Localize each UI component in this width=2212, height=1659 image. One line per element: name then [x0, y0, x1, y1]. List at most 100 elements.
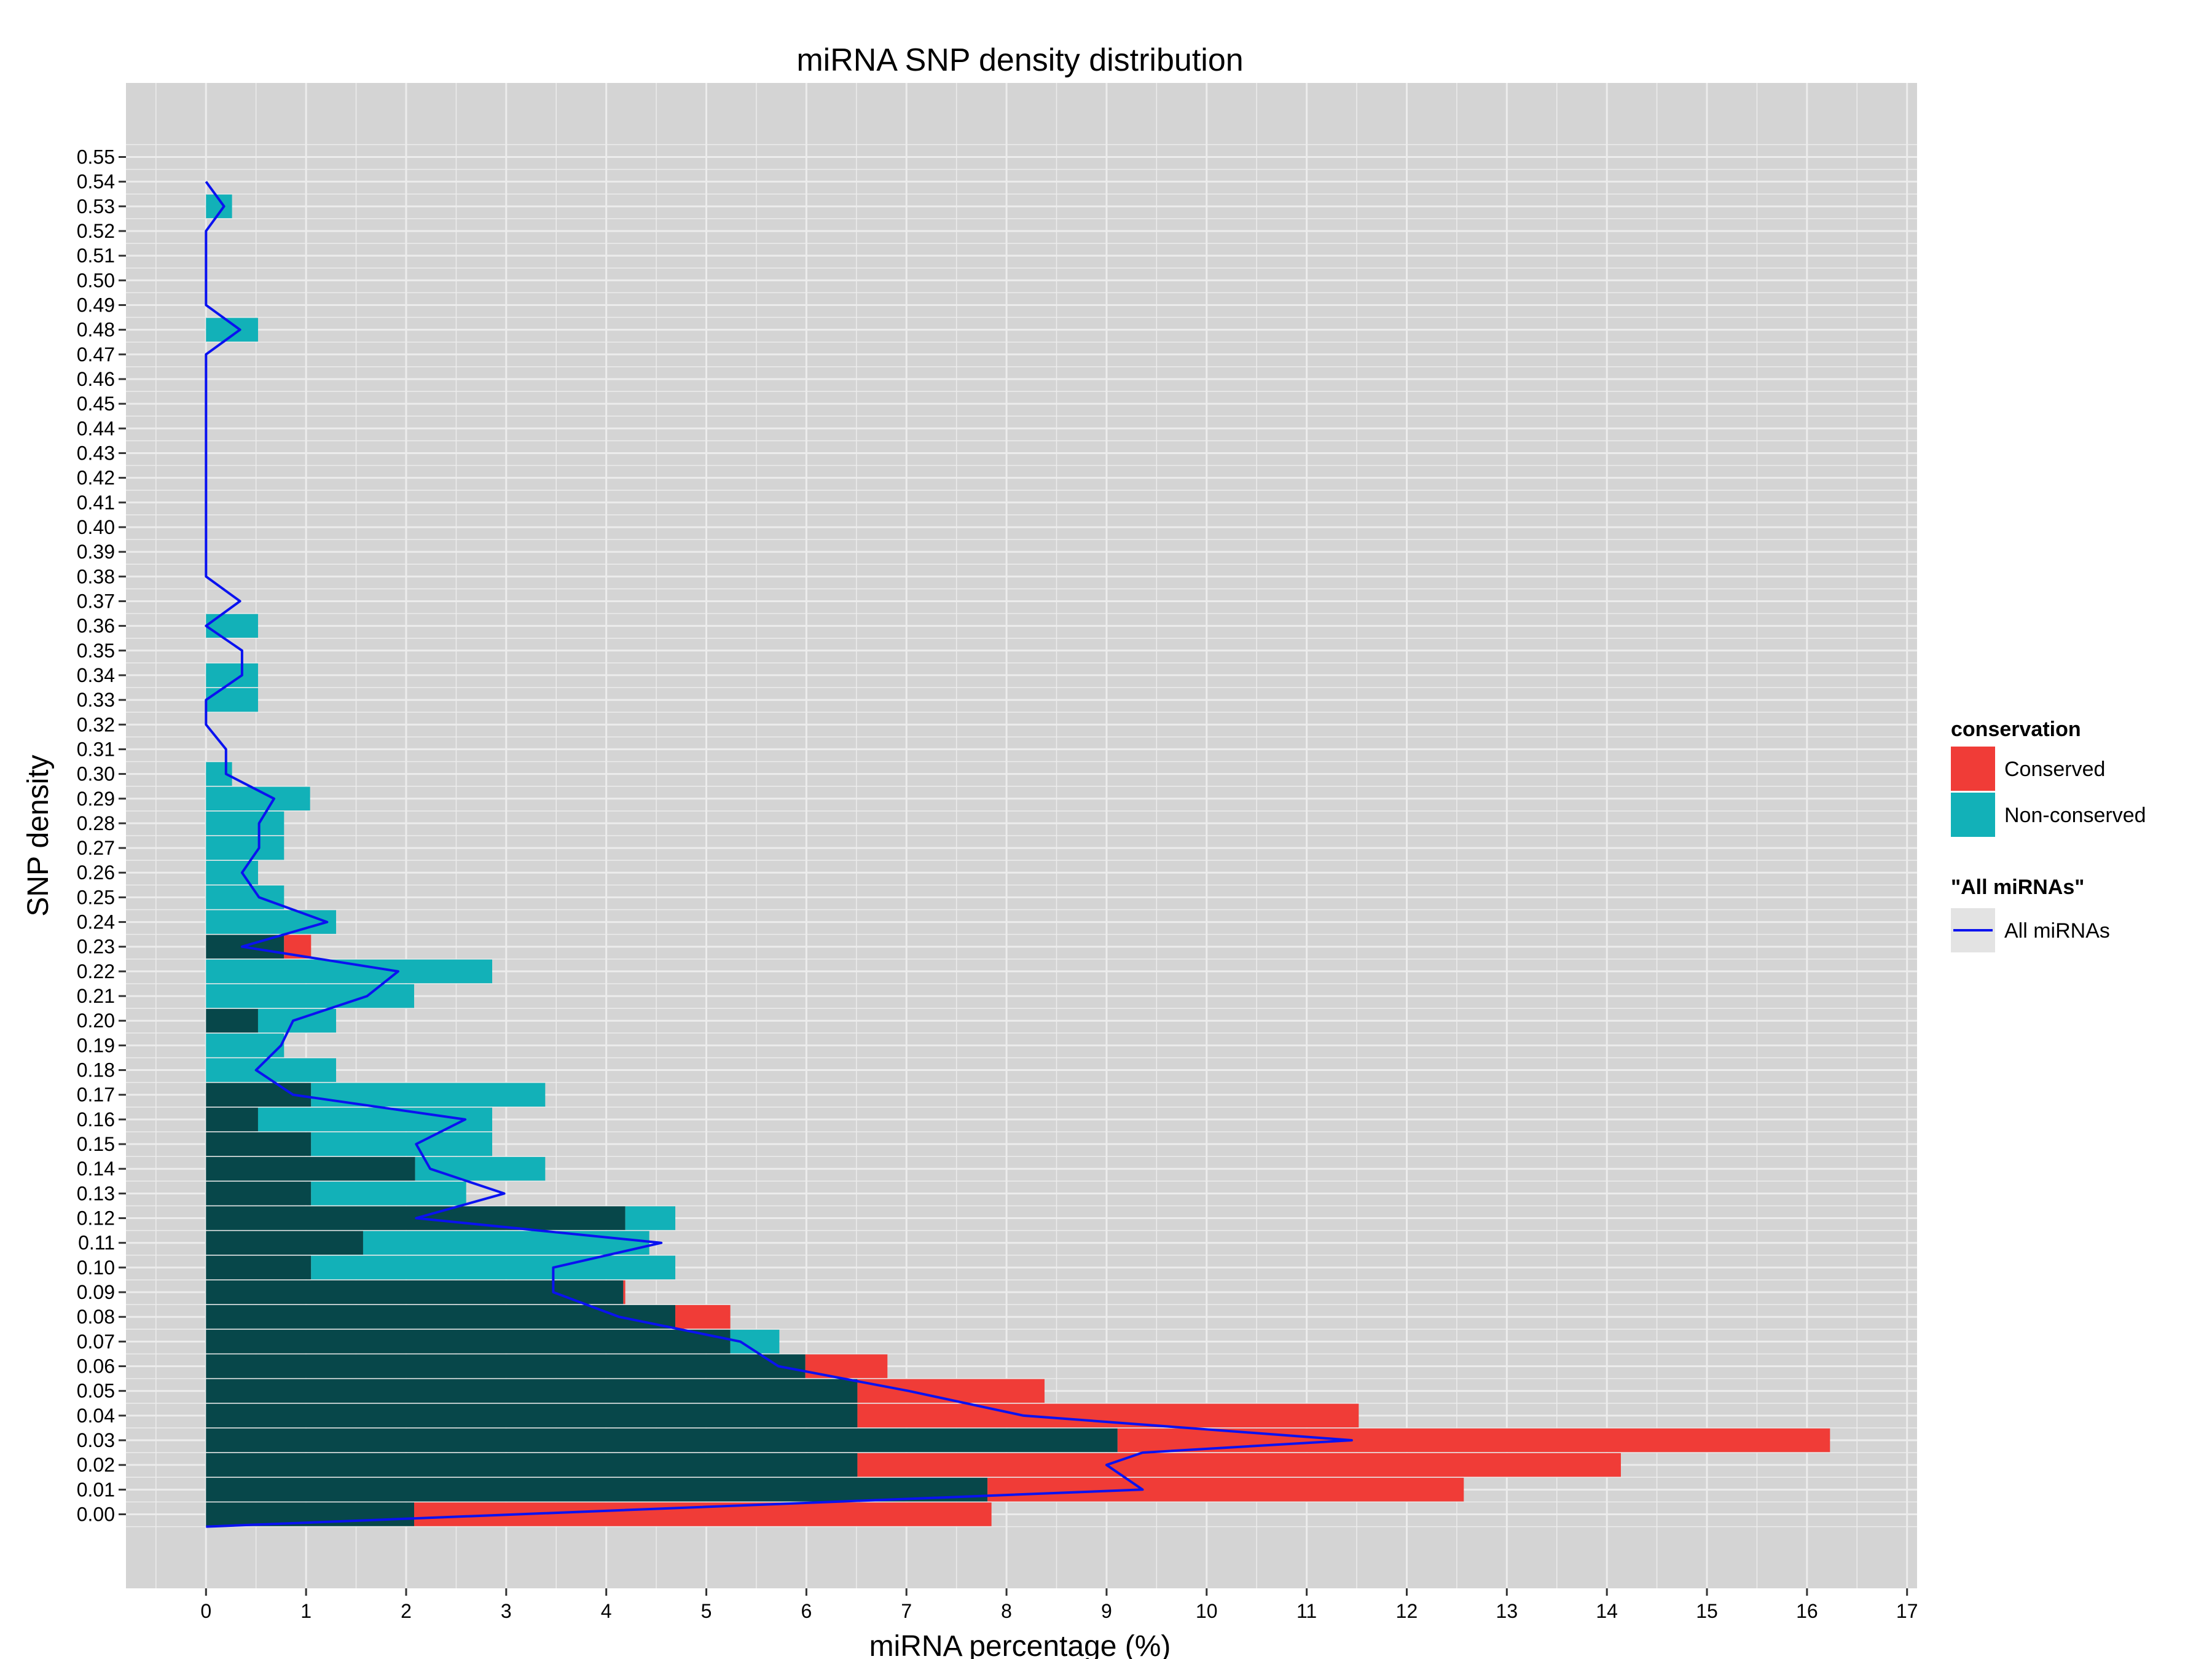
y-tick-label: 0.45 — [77, 393, 115, 415]
x-tick-label: 11 — [1296, 1600, 1317, 1622]
bar-nonconserved — [206, 811, 284, 836]
bar-overlap — [206, 1107, 258, 1132]
bar-nonconserved — [206, 1058, 336, 1082]
y-tick-label: 0.39 — [77, 541, 115, 563]
bar-overlap — [206, 1403, 858, 1428]
y-tick-label: 0.37 — [77, 590, 115, 612]
legend-label-nonconserved: Non-conserved — [2004, 804, 2146, 827]
all-mirnas-line — [205, 181, 1353, 1528]
y-tick-label: 0.44 — [77, 417, 115, 439]
y-tick-label: 0.05 — [77, 1380, 115, 1402]
y-tick-label: 0.02 — [77, 1454, 115, 1476]
bar-nonconserved — [363, 1231, 649, 1255]
x-tick-label: 16 — [1796, 1600, 1818, 1622]
y-tick-label: 0.21 — [77, 985, 115, 1007]
y-tick-label: 0.42 — [77, 467, 115, 489]
x-tick-label: 7 — [901, 1600, 912, 1622]
y-tick-label: 0.34 — [77, 664, 115, 686]
y-tick-label: 0.54 — [77, 171, 115, 193]
bar-overlap — [206, 1156, 415, 1181]
x-tick-label: 9 — [1101, 1600, 1112, 1622]
bar-nonconserved — [415, 1156, 546, 1181]
x-tick-label: 3 — [501, 1600, 512, 1622]
y-tick-label: 0.47 — [77, 343, 115, 366]
x-axis-title: miRNA percentage (%) — [869, 1630, 1171, 1659]
y-tick-label: 0.43 — [77, 442, 115, 464]
x-tick-label: 12 — [1396, 1600, 1418, 1622]
y-tick-label: 0.14 — [77, 1158, 115, 1180]
y-tick-label: 0.13 — [77, 1182, 115, 1204]
legend-label-all-mirnas: All miRNAs — [2004, 919, 2110, 943]
y-tick-label: 0.17 — [77, 1084, 115, 1106]
bar-overlap — [206, 1304, 676, 1329]
bar-overlap — [206, 1182, 312, 1206]
y-tick-label: 0.36 — [77, 615, 115, 637]
y-tick-label: 0.06 — [77, 1355, 115, 1378]
y-tick-label: 0.10 — [77, 1257, 115, 1279]
bar-overlap — [206, 1354, 806, 1378]
axes: 0 1 2 3 4 5 6 7 8 9 10 11 12 13 14 15 16 170.000.010.020.… — [77, 146, 1918, 1622]
x-tick-label: 8 — [1001, 1600, 1012, 1622]
y-tick-label: 0.03 — [77, 1429, 115, 1451]
y-tick-label: 0.40 — [77, 516, 115, 538]
bar-conserved — [623, 1280, 626, 1304]
bar-conserved — [675, 1304, 731, 1329]
y-tick-label: 0.53 — [77, 195, 115, 218]
y-tick-label: 0.12 — [77, 1207, 115, 1230]
legend-title-conservation: conservation — [1951, 718, 2081, 741]
y-tick-label: 0.19 — [77, 1034, 115, 1056]
y-tick-label: 0.01 — [77, 1478, 115, 1500]
y-tick-label: 0.07 — [77, 1330, 115, 1352]
y-tick-label: 0.20 — [77, 1010, 115, 1032]
bar-nonconserved — [206, 318, 258, 342]
bar-nonconserved — [206, 910, 336, 934]
y-tick-label: 0.29 — [77, 788, 115, 810]
bar-overlap — [206, 1280, 624, 1304]
y-tick-label: 0.31 — [77, 738, 115, 760]
x-tick-label: 4 — [601, 1600, 612, 1622]
x-tick-label: 13 — [1496, 1600, 1518, 1622]
x-tick-label: 0 — [200, 1600, 211, 1622]
bar-nonconserved — [206, 984, 415, 1008]
legend-title-all-mirnas: "All miRNAs" — [1951, 876, 2084, 899]
x-tick-label: 17 — [1896, 1600, 1918, 1622]
legend-key-conserved — [1951, 747, 1995, 791]
y-tick-label: 0.48 — [77, 319, 115, 341]
legend: conservation Conserved Non-conserved "Al… — [1951, 718, 2146, 952]
all-mirnas-line-layer — [205, 181, 1353, 1528]
y-tick-label: 0.46 — [77, 368, 115, 390]
bar-nonconserved — [206, 688, 258, 712]
y-tick-label: 0.35 — [77, 640, 115, 662]
bar-overlap — [206, 1478, 988, 1502]
bar-nonconserved — [625, 1206, 676, 1230]
y-tick-label: 0.28 — [77, 812, 115, 834]
x-tick-label: 14 — [1596, 1600, 1618, 1622]
chart-title: miRNA SNP density distribution — [796, 42, 1243, 78]
bar-nonconserved — [257, 1107, 493, 1132]
y-tick-label: 0.33 — [77, 689, 115, 711]
y-tick-label: 0.51 — [77, 245, 115, 267]
y-tick-label: 0.15 — [77, 1133, 115, 1155]
bar-conserved — [857, 1453, 1621, 1477]
legend-key-nonconserved — [1951, 793, 1995, 837]
bar-overlap — [206, 1330, 731, 1354]
bar-overlap — [206, 1453, 858, 1477]
y-tick-label: 0.04 — [77, 1405, 115, 1427]
bar-overlap — [206, 1379, 858, 1403]
x-tick-label: 5 — [701, 1600, 712, 1622]
y-tick-label: 0.00 — [77, 1504, 115, 1526]
y-tick-label: 0.30 — [77, 763, 115, 785]
y-tick-label: 0.32 — [77, 713, 115, 735]
y-tick-label: 0.23 — [77, 936, 115, 958]
y-tick-label: 0.25 — [77, 886, 115, 908]
y-axis-title: SNP density — [22, 755, 55, 916]
bar-nonconserved — [206, 885, 284, 909]
y-tick-label: 0.09 — [77, 1281, 115, 1303]
bar-nonconserved — [206, 860, 258, 885]
y-tick-label: 0.49 — [77, 294, 115, 316]
bar-nonconserved — [257, 1008, 336, 1033]
bar-nonconserved — [206, 836, 284, 860]
bar-nonconserved — [206, 1033, 284, 1057]
bar-nonconserved — [311, 1255, 676, 1280]
